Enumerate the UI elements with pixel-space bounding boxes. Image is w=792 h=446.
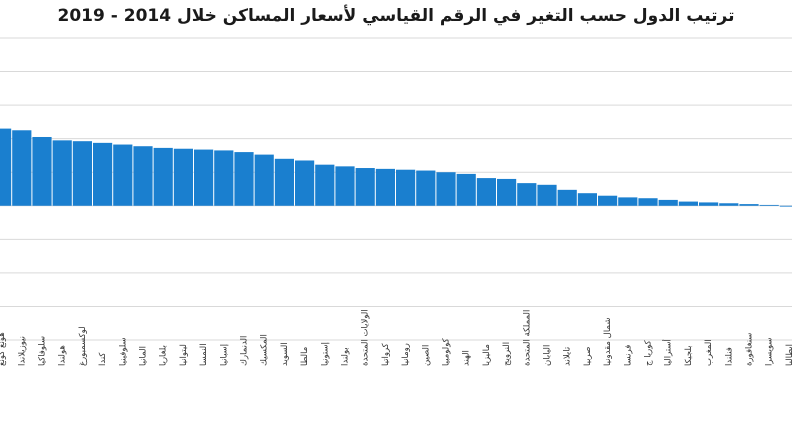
bar xyxy=(557,189,577,206)
x-tick-label: فرنسا xyxy=(623,345,633,366)
bar xyxy=(436,172,456,206)
x-tick-label: ماليزيا xyxy=(482,344,492,366)
x-tick-label: مالطا xyxy=(300,347,310,366)
bar xyxy=(214,150,234,206)
bar xyxy=(335,166,355,206)
bar xyxy=(375,168,395,206)
bar xyxy=(476,178,496,206)
bar xyxy=(456,173,476,206)
x-tick-label: بلجيكا xyxy=(684,345,694,366)
bar xyxy=(173,148,193,206)
bar xyxy=(497,178,517,206)
bar xyxy=(295,160,315,206)
bar xyxy=(638,198,658,206)
bar xyxy=(759,204,779,206)
x-tick-label: السويد xyxy=(280,342,290,366)
bar xyxy=(113,144,133,206)
bar xyxy=(52,140,72,206)
x-tick-labels: هونغ كونغ نيوزيلاندا سلوفاكيا هولندا لوكسمبو… xyxy=(0,309,792,366)
bar xyxy=(315,164,335,206)
x-tick-label: كوريا ج xyxy=(644,339,654,366)
x-tick-label: كرواتيا xyxy=(381,342,391,366)
x-tick-label: تايلاند xyxy=(563,346,573,366)
x-tick-label: سلوفينيا xyxy=(118,337,128,366)
x-tick-label: ليتوانيا xyxy=(179,344,189,366)
x-tick-label: المغرب xyxy=(704,339,714,366)
x-tick-label: سلوفاكيا xyxy=(38,336,48,366)
x-tick-label: المكسيك xyxy=(260,334,270,366)
bar xyxy=(658,199,678,206)
bar xyxy=(618,197,638,206)
chart-title: ترتيب الدول حسب التغير في الرقم القياسي … xyxy=(57,6,735,26)
bar xyxy=(517,183,537,206)
x-tick-label: نيوزيلاندا xyxy=(17,336,27,366)
bar xyxy=(678,201,698,206)
x-tick-label: أستراليا xyxy=(662,339,674,366)
x-tick-label: صربيا xyxy=(583,347,593,366)
x-tick-label: بولندا xyxy=(341,347,351,366)
bars xyxy=(0,128,792,207)
x-tick-label: رومانيا xyxy=(401,343,411,366)
bar xyxy=(779,205,792,207)
x-tick-label: اليابان xyxy=(543,345,553,366)
bar xyxy=(234,152,254,206)
x-tick-label: سويسرا xyxy=(765,337,775,366)
bar xyxy=(133,146,153,206)
bar xyxy=(396,169,416,206)
bar xyxy=(254,154,274,206)
x-tick-label: النمسا xyxy=(199,343,209,366)
bar xyxy=(32,136,52,206)
x-tick-label: سنغافورة xyxy=(745,333,755,366)
bar xyxy=(699,202,719,206)
bar xyxy=(537,184,557,206)
x-tick-label: كولومبيا xyxy=(442,337,452,366)
x-tick-label: ايطاليا xyxy=(785,344,792,366)
x-tick-label: الولايات المتحدة xyxy=(361,309,371,366)
x-tick-label: هونغ كونغ xyxy=(0,332,7,366)
bar xyxy=(12,130,32,206)
x-tick-label: كندا xyxy=(98,352,108,366)
bar xyxy=(416,170,436,206)
bar xyxy=(72,141,92,206)
x-tick-label: إسبانيا xyxy=(219,344,229,366)
bar xyxy=(153,147,173,206)
bar xyxy=(598,195,618,206)
x-tick-label: شمال مقدونيا xyxy=(603,318,613,366)
bar xyxy=(719,203,739,206)
bar xyxy=(194,149,214,206)
bar xyxy=(93,142,113,206)
x-tick-label: الهند xyxy=(462,350,472,366)
x-tick-label: النرويج xyxy=(502,342,512,366)
x-tick-label: فنلندا xyxy=(724,347,734,366)
bar xyxy=(0,128,12,206)
x-tick-label: المانيا xyxy=(139,346,149,366)
bar xyxy=(355,168,375,206)
x-tick-label: لوكسمبورغ xyxy=(78,326,88,366)
bar xyxy=(577,193,597,206)
x-tick-label: بلغاريا xyxy=(159,345,169,366)
x-tick-label: هولندا xyxy=(58,345,68,366)
x-tick-label: المملكة المتحدة xyxy=(522,310,532,366)
x-tick-label: إستونيا xyxy=(320,342,330,366)
bar xyxy=(739,204,759,206)
bar xyxy=(274,158,294,206)
x-tick-label: الصين xyxy=(421,345,431,366)
x-tick-label: الدنمارك xyxy=(240,336,250,366)
